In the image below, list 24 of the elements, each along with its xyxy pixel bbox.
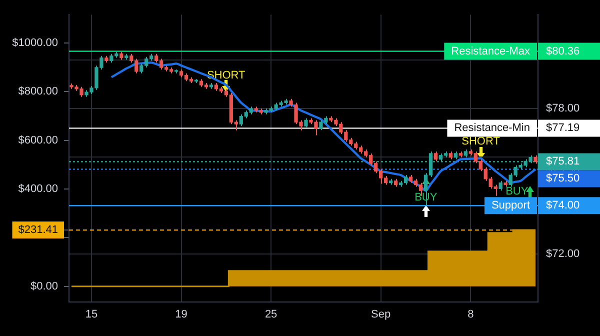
x-tick-label: 8 — [468, 308, 474, 321]
x-tick-label: 19 — [175, 308, 188, 321]
y-tick-label: $0.00 — [30, 280, 58, 292]
ref-line-label: Support — [491, 200, 530, 212]
annotation: SHORT — [206, 69, 246, 82]
ref-line-label: Resistance-Min — [454, 122, 530, 134]
annotation: SHORT — [462, 136, 500, 148]
annotation: BUY — [506, 186, 529, 198]
ref-line-label: Resistance-Max — [451, 45, 530, 58]
y2-tick-label: $75.81 — [546, 156, 580, 168]
y2-tick-label: $74.00 — [546, 200, 580, 212]
y2-tick-label: $80.36 — [546, 45, 580, 58]
y-tick-label: $600.00 — [18, 134, 58, 146]
x-tick-label: 15 — [85, 308, 98, 321]
y-tick-label: $231.41 — [18, 224, 58, 236]
y-tick-label: $800.00 — [18, 86, 58, 98]
y2-tick-label: $72.00 — [546, 248, 580, 260]
y-tick-label: $1000.00 — [12, 36, 58, 49]
x-tick-label: 25 — [264, 308, 278, 321]
y2-tick-label: $77.19 — [546, 122, 580, 134]
text: $75.50 — [546, 172, 580, 185]
y-tick-label: $400.00 — [18, 183, 58, 196]
y2-tick-label: $78.00 — [546, 102, 580, 115]
x-tick-label: Sep — [371, 308, 391, 321]
